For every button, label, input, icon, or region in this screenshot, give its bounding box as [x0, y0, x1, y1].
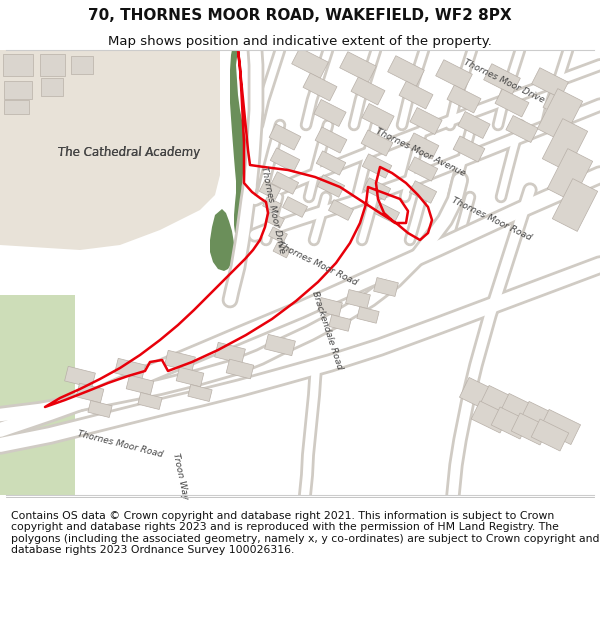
Polygon shape	[340, 52, 376, 82]
Polygon shape	[531, 419, 569, 451]
Polygon shape	[138, 392, 162, 409]
Polygon shape	[409, 181, 437, 203]
Polygon shape	[532, 68, 568, 98]
Polygon shape	[471, 401, 509, 433]
Polygon shape	[539, 409, 581, 444]
Polygon shape	[266, 212, 284, 228]
Polygon shape	[210, 209, 234, 271]
Polygon shape	[542, 119, 587, 171]
Polygon shape	[351, 77, 385, 105]
Polygon shape	[0, 50, 220, 250]
Polygon shape	[316, 151, 346, 175]
Text: 70, THORNES MOOR ROAD, WAKEFIELD, WF2 8PX: 70, THORNES MOOR ROAD, WAKEFIELD, WF2 8P…	[88, 8, 512, 22]
Polygon shape	[265, 334, 295, 356]
Polygon shape	[410, 107, 442, 134]
Polygon shape	[230, 50, 249, 233]
Polygon shape	[76, 383, 104, 403]
Polygon shape	[226, 359, 254, 379]
Polygon shape	[436, 60, 472, 90]
Text: The Cathedral Academy: The Cathedral Academy	[58, 146, 200, 159]
Polygon shape	[447, 85, 481, 113]
Polygon shape	[259, 181, 281, 199]
Polygon shape	[269, 227, 287, 243]
Polygon shape	[458, 111, 490, 139]
Polygon shape	[362, 104, 394, 131]
Polygon shape	[269, 124, 301, 150]
Polygon shape	[506, 116, 538, 142]
Polygon shape	[314, 99, 346, 126]
Polygon shape	[292, 48, 328, 78]
Polygon shape	[329, 315, 351, 331]
Polygon shape	[71, 56, 93, 74]
Polygon shape	[273, 242, 291, 258]
Polygon shape	[188, 384, 212, 401]
Text: Thornes Moor Avenue: Thornes Moor Avenue	[374, 127, 466, 178]
Text: Brackendale Road: Brackendale Road	[310, 290, 344, 371]
Polygon shape	[460, 378, 500, 412]
Polygon shape	[479, 386, 521, 421]
Polygon shape	[283, 197, 308, 217]
Polygon shape	[362, 154, 392, 178]
Polygon shape	[164, 351, 196, 372]
Polygon shape	[4, 81, 32, 99]
Polygon shape	[491, 407, 529, 439]
Text: Thornes Moor Drive: Thornes Moor Drive	[259, 166, 287, 254]
Polygon shape	[263, 197, 281, 213]
Text: Thornes Moor Road: Thornes Moor Road	[451, 196, 533, 242]
Polygon shape	[374, 202, 400, 223]
Text: The Cathedral Academy: The Cathedral Academy	[58, 146, 200, 159]
Polygon shape	[453, 136, 485, 162]
Polygon shape	[271, 172, 299, 194]
Polygon shape	[361, 130, 393, 156]
Polygon shape	[346, 289, 370, 309]
Polygon shape	[495, 89, 529, 117]
Polygon shape	[270, 148, 300, 172]
Polygon shape	[303, 73, 337, 101]
Polygon shape	[543, 93, 577, 121]
Polygon shape	[65, 366, 95, 388]
Polygon shape	[357, 307, 379, 323]
Polygon shape	[176, 367, 204, 387]
Polygon shape	[215, 342, 245, 364]
Polygon shape	[538, 89, 583, 141]
Polygon shape	[408, 157, 438, 181]
Text: Thornes Moor Road: Thornes Moor Road	[76, 429, 164, 459]
Polygon shape	[0, 295, 75, 495]
Polygon shape	[407, 133, 439, 159]
Polygon shape	[547, 149, 593, 201]
Polygon shape	[328, 199, 353, 221]
Text: Thornes Moor Road: Thornes Moor Road	[277, 241, 359, 287]
Polygon shape	[520, 401, 560, 436]
Text: Thornes Moor Drive: Thornes Moor Drive	[462, 58, 546, 104]
Polygon shape	[0, 50, 115, 120]
Text: Map shows position and indicative extent of the property.: Map shows position and indicative extent…	[108, 34, 492, 48]
Polygon shape	[317, 175, 344, 198]
Polygon shape	[374, 278, 398, 296]
Polygon shape	[315, 127, 347, 153]
Polygon shape	[4, 100, 29, 114]
Polygon shape	[399, 81, 433, 109]
Polygon shape	[388, 56, 424, 86]
Text: Contains OS data © Crown copyright and database right 2021. This information is : Contains OS data © Crown copyright and d…	[11, 511, 599, 556]
Polygon shape	[317, 298, 343, 316]
Polygon shape	[499, 394, 541, 429]
Polygon shape	[3, 54, 33, 76]
Polygon shape	[41, 78, 63, 96]
Polygon shape	[126, 375, 154, 395]
Polygon shape	[115, 358, 145, 379]
Polygon shape	[364, 177, 391, 200]
Polygon shape	[484, 64, 520, 94]
Polygon shape	[553, 179, 598, 231]
Polygon shape	[511, 413, 549, 445]
Polygon shape	[88, 401, 112, 418]
Text: Troon Way: Troon Way	[170, 452, 190, 501]
Polygon shape	[40, 54, 65, 76]
